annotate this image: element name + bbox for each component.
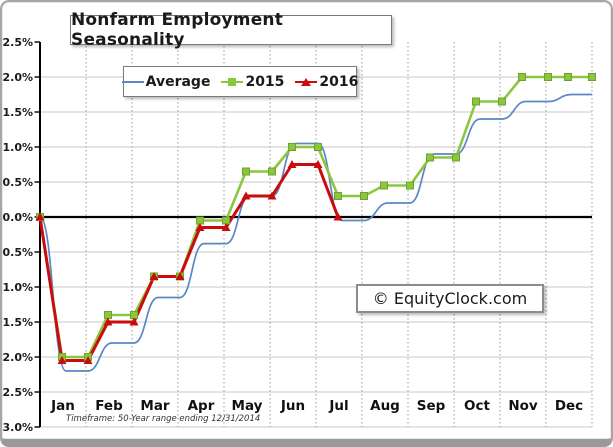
y-tick-label: 1.0% [2, 141, 33, 154]
y-tick-label: 0.5% [2, 176, 33, 189]
marker-2015-square [498, 97, 506, 106]
marker-2016-triangle [221, 223, 231, 231]
marker-2016-triangle [35, 212, 45, 221]
legend-item-2016: 2016 [295, 74, 358, 90]
marker-2015-square [242, 167, 250, 176]
marker-2015-square [268, 167, 276, 176]
x-tick-label: Jan [50, 398, 75, 414]
marker-2016-triangle [241, 191, 251, 200]
legend-swatch-square [221, 77, 244, 87]
marker-2015-square [104, 311, 112, 319]
x-tick-label: Oct [464, 398, 490, 414]
marker-2016-triangle [287, 160, 297, 168]
y-tick-label: 2.0% [2, 71, 33, 84]
marker-2016-triangle [267, 191, 277, 200]
y-tick-label: -2.5% [0, 386, 33, 399]
marker-2015-square [334, 192, 342, 200]
y-tick-label: -1.5% [0, 316, 33, 329]
marker-2015-square [288, 143, 296, 151]
y-tick-label: -3.0% [0, 421, 33, 434]
marker-2016-triangle [175, 272, 185, 280]
x-tick-label: Nov [508, 398, 538, 414]
marker-2015-square [380, 181, 388, 190]
legend-item-2015: 2015 [221, 74, 284, 90]
y-tick-label: 1.5% [2, 106, 33, 119]
legend-item-average: Average [121, 73, 211, 90]
x-tick-label: Sep [417, 398, 446, 414]
chart-title: Nonfarm Employment Seasonality [71, 10, 284, 50]
x-tick-label: May [232, 398, 263, 414]
marker-2016-triangle [57, 356, 67, 364]
marker-2015-square [564, 73, 572, 81]
x-tick-label: Feb [95, 398, 123, 414]
marker-2016-triangle [333, 212, 343, 221]
y-tick-label: -1.0% [0, 281, 33, 294]
x-tick-label: Apr [188, 398, 215, 414]
x-tick-label: Jun [280, 398, 305, 414]
marker-2015-square [472, 97, 480, 106]
watermark-box: © EquityClock.com [356, 284, 544, 313]
x-tick-label: Jul [328, 398, 348, 414]
marker-2015-square [518, 73, 526, 81]
legend-label: Average [145, 73, 211, 90]
marker-2016-triangle [149, 272, 159, 280]
chart-title-box: Nonfarm Employment Seasonality [70, 10, 392, 50]
marker-2015-square [196, 216, 204, 225]
x-tick-label: Dec [555, 398, 583, 414]
marker-2015-square [360, 192, 368, 200]
watermark-text: © EquityClock.com [372, 289, 528, 308]
marker-2015-square [314, 143, 322, 151]
marker-2015-square [544, 73, 552, 81]
marker-2016-triangle [195, 223, 205, 231]
marker-2016-triangle [129, 317, 139, 326]
marker-2015-square [426, 153, 434, 162]
y-tick-label: -0.5% [0, 246, 33, 259]
marker-2016-triangle [103, 317, 113, 326]
timeframe-footnote: Timeframe: 50-Year range ending 12/31/20… [66, 414, 260, 424]
marker-2015-square [222, 216, 230, 225]
legend-swatch-triangle [295, 77, 318, 87]
legend-label: 2016 [319, 73, 359, 90]
marker-2015-square [406, 181, 414, 190]
x-tick-label: Aug [370, 398, 400, 414]
marker-2015-square [588, 73, 596, 81]
marker-2016-triangle [313, 160, 323, 168]
legend: Average 2015 2016 [121, 66, 358, 97]
legend-swatch-none [121, 77, 144, 87]
series-2016-line [38, 163, 340, 362]
x-tick-label: Mar [140, 398, 170, 414]
y-tick-label: 2.5% [2, 36, 33, 49]
y-tick-label: -2.0% [0, 351, 33, 364]
marker-2015-square [452, 153, 460, 162]
marker-2016-triangle [83, 356, 93, 364]
marker-2015-square [130, 311, 138, 319]
legend-label: 2015 [245, 73, 285, 90]
y-tick-label: 0.0% [2, 211, 33, 224]
series-average-line [39, 93, 592, 372]
